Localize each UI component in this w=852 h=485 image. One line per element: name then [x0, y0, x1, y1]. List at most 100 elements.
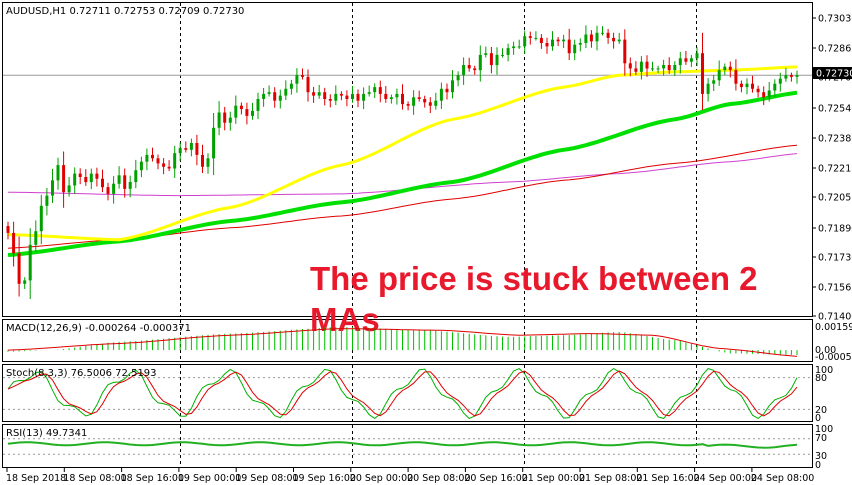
ma-red-line	[7, 144, 798, 249]
candle-body	[767, 90, 771, 98]
candle	[767, 82, 771, 102]
candle	[545, 37, 549, 54]
candle-body	[201, 154, 204, 167]
candle-body	[62, 165, 66, 193]
candle	[106, 182, 110, 201]
candle	[467, 57, 471, 72]
candle-body	[78, 173, 82, 177]
candle	[289, 79, 293, 95]
candle	[678, 51, 682, 74]
candle-body	[412, 97, 416, 106]
candle-body	[728, 66, 732, 71]
candle-body	[723, 66, 727, 71]
candle	[23, 277, 27, 289]
session-separators	[180, 3, 697, 467]
ma-fast-line	[7, 65, 798, 242]
candle	[556, 37, 560, 46]
macd-tick-label: 0.00	[815, 345, 836, 356]
candle	[795, 70, 799, 84]
candle-body	[434, 100, 438, 106]
stoch-tick-label: 20	[815, 405, 827, 416]
candle-body	[401, 93, 404, 105]
candle-body	[628, 63, 632, 69]
candle	[684, 51, 688, 65]
candle-body	[101, 178, 104, 188]
macd-tick-label: -0.000569	[815, 352, 852, 363]
candle-body	[562, 39, 566, 42]
time-tick-label: 18 Sep 08:00	[63, 473, 126, 484]
candle	[712, 75, 716, 91]
candle-body	[128, 182, 132, 189]
symbol-line: AUDUSD,H1 0.72711 0.72753 0.72709 0.7273…	[6, 6, 244, 17]
candle	[12, 221, 16, 267]
candle-body	[189, 143, 193, 150]
candle-body	[578, 43, 582, 45]
candle-body	[395, 93, 399, 98]
macd-label: MACD(12,26,9) -0.000264 -0.000371	[6, 323, 191, 334]
candle	[723, 63, 727, 76]
rsi-label: RSI(13) 49.7341	[6, 428, 87, 439]
time-tick-label: 20 Sep 00:00	[350, 473, 413, 484]
candle-body	[645, 61, 649, 69]
current-price-marker: 0.72730	[813, 67, 852, 80]
moving-averages	[7, 65, 798, 257]
candle-body	[351, 93, 354, 99]
time-tick-label: 20 Sep 08:00	[407, 473, 470, 484]
candle	[56, 157, 60, 190]
candle-body	[378, 87, 382, 94]
candle-body	[501, 54, 504, 56]
price-tick-label: 0.71565	[818, 283, 852, 294]
candle	[406, 101, 410, 111]
candle	[156, 154, 160, 170]
candle	[273, 87, 277, 108]
rsi-tick-label: 30	[815, 451, 827, 462]
candle-body	[167, 166, 171, 169]
candle-body	[734, 70, 738, 84]
candle	[67, 177, 71, 197]
candle	[373, 83, 377, 98]
candle	[245, 102, 249, 125]
candle	[751, 75, 754, 93]
candle	[301, 68, 304, 80]
candle	[639, 56, 643, 80]
candle	[223, 106, 227, 131]
rsi-pane-frame	[2, 424, 813, 468]
candle	[484, 46, 488, 58]
candle	[362, 87, 366, 110]
candle-body	[173, 153, 177, 169]
annotation-line-2: MAs	[310, 301, 380, 338]
rsi-tick-label: 0	[815, 460, 821, 471]
current-price-label: 0.72730	[816, 69, 852, 80]
candle	[101, 169, 104, 193]
candle-body	[212, 127, 216, 159]
candle	[439, 82, 443, 109]
candle	[517, 39, 521, 49]
candle	[89, 168, 93, 190]
candle	[401, 84, 404, 110]
candle-body	[217, 112, 221, 128]
candle	[201, 144, 204, 173]
candle-body	[656, 68, 660, 70]
rsi-levels	[3, 438, 812, 455]
candle	[367, 85, 371, 97]
candle	[295, 68, 299, 93]
candle	[167, 160, 171, 172]
candle	[306, 69, 310, 102]
candle-body	[406, 104, 410, 106]
candle-body	[689, 58, 693, 62]
candle-body	[517, 46, 521, 48]
candle	[773, 79, 777, 97]
candle	[151, 147, 154, 162]
candle-body	[751, 83, 754, 89]
candle-body	[84, 177, 88, 183]
candle-body	[317, 92, 321, 96]
candle-body	[373, 87, 377, 93]
candle-body	[312, 92, 316, 96]
macd-pane-frame	[2, 319, 813, 362]
candle	[39, 194, 43, 245]
candle	[45, 188, 49, 216]
candle	[189, 138, 193, 157]
